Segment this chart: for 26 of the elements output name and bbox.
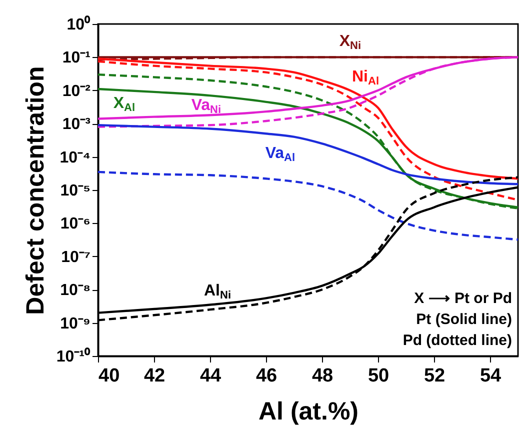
- x-tick-label: 52: [424, 366, 446, 386]
- line-series: [96, 170, 520, 241]
- y-tick-label: 10⁻¹: [62, 50, 90, 67]
- y-tick-label: 10⁻⁸: [60, 282, 90, 300]
- annotation: Pd (dotted line): [402, 332, 512, 349]
- annotation: X ⟶ Pt or Pd: [414, 290, 512, 307]
- y-tick-label: 10⁻⁷: [61, 248, 90, 266]
- y-tick-label: 10⁻⁵: [60, 182, 90, 200]
- x-tick-label: 44: [200, 366, 222, 386]
- annotation: Pt (Solid line): [416, 311, 512, 328]
- y-tick-label: 10⁻⁹: [60, 315, 90, 332]
- y-tick-label: 10⁻³: [62, 116, 90, 134]
- x-tick-label: 40: [98, 366, 120, 386]
- y-tick-label: 10⁻⁴: [60, 149, 91, 166]
- y-tick-label: 10⁻¹⁰: [56, 348, 90, 366]
- x-tick-label: 54: [480, 366, 502, 386]
- y-tick-label: 10⁻²: [62, 82, 90, 100]
- y-tick-label: 10⁰: [66, 16, 90, 34]
- x-tick-label: 48: [312, 366, 334, 386]
- y-axis-title: Defect concentration: [21, 66, 50, 315]
- y-tick-label: 10⁻⁶: [60, 216, 90, 233]
- x-tick-label: 46: [256, 366, 278, 386]
- line-series: [96, 124, 520, 186]
- x-tick-label: 50: [368, 366, 390, 386]
- x-axis-title: Al (at.%): [258, 398, 358, 426]
- x-tick-label: 42: [144, 366, 166, 386]
